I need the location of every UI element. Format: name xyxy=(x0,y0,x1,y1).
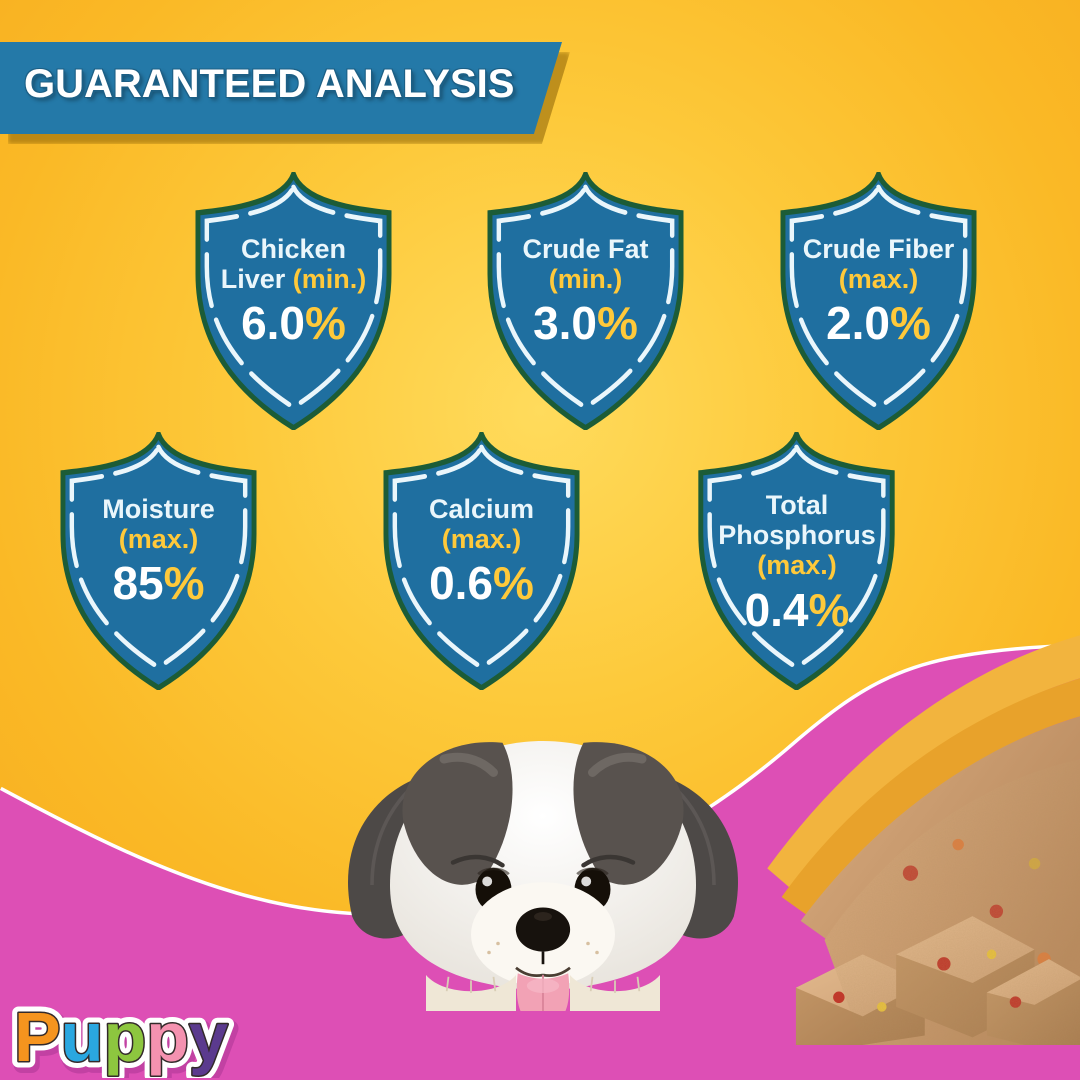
svg-text:Puppy: Puppy xyxy=(14,998,228,1076)
